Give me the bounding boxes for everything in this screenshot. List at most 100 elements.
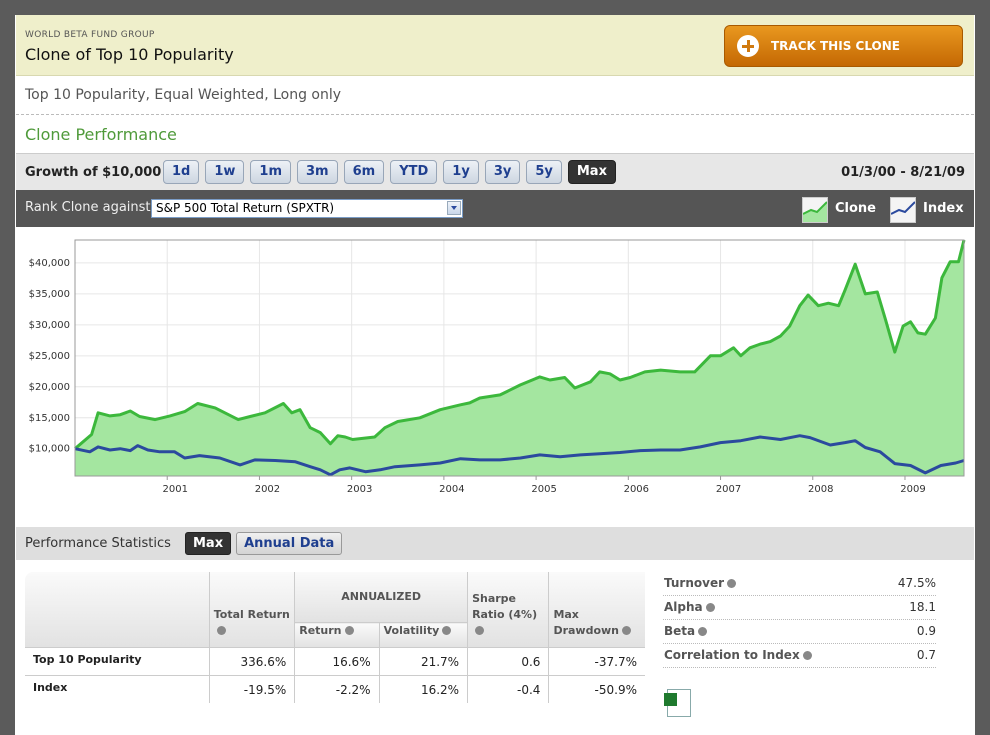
page-title: Clone of Top 10 Popularity xyxy=(25,45,234,64)
y-tick-label: $35,000 xyxy=(29,289,70,300)
help-icon xyxy=(344,626,354,635)
table-cell: 16.6% xyxy=(294,647,380,676)
legend-swatch xyxy=(803,201,827,222)
y-tick-label: $10,000 xyxy=(29,444,70,455)
metric-row: Correlation to Index 0.7 xyxy=(663,644,936,668)
header-cell: Return xyxy=(294,622,380,648)
column-header: Sharpe Ratio (4%) xyxy=(472,592,538,621)
table-cell: -19.5% xyxy=(208,675,295,703)
area-fill xyxy=(75,240,964,476)
chart: $10,000 $15,000 $20,000 $25,000 $30,000 $35,0… xyxy=(29,239,966,495)
metric-value: 0.9 xyxy=(916,624,936,638)
metric-name: Beta xyxy=(664,624,696,638)
date-range: 01/3/00 - 8/21/09 xyxy=(841,165,965,180)
help-icon xyxy=(216,626,226,635)
table-cell: 336.6% xyxy=(208,647,295,676)
org-name: WORLD BETA FUND GROUP xyxy=(25,30,155,40)
metric-value: 47.5% xyxy=(897,576,936,590)
table-cell: 21.7% xyxy=(378,647,468,676)
row-name: Index xyxy=(25,675,210,703)
table-row: Top 10 Popularity 336.6% 16.6% 21.7% 0.6 -37.… xyxy=(25,647,645,676)
table-cell: -0.4 xyxy=(467,675,549,703)
metric-name: Alpha xyxy=(664,600,703,614)
y-tick-label: $30,000 xyxy=(29,320,70,331)
stats-tabs: Max Annual Data xyxy=(185,532,343,555)
range-button[interactable]: 1y xyxy=(443,160,479,184)
metric-label: Alpha xyxy=(664,600,715,614)
column-header: Max Drawdown xyxy=(553,608,620,637)
table-cell: -50.9% xyxy=(548,675,645,703)
select-arrow xyxy=(447,201,461,215)
y-tick-label: $15,000 xyxy=(29,413,70,424)
range-button[interactable]: Max xyxy=(567,160,616,184)
y-tick-label: $20,000 xyxy=(29,382,70,393)
description: Top 10 Popularity, Equal Weighted, Long … xyxy=(25,87,342,103)
header-cell: Sharpe Ratio (4%) xyxy=(467,572,549,648)
legend-swatch xyxy=(891,201,915,215)
track-button[interactable]: TRACK THIS CLONE xyxy=(724,25,963,67)
row-name: Top 10 Popularity xyxy=(25,647,210,676)
swatch-line xyxy=(803,201,827,215)
range-button[interactable]: 1m xyxy=(250,160,292,184)
help-icon xyxy=(698,627,708,636)
range-button[interactable]: 5y xyxy=(526,160,562,184)
table-cell: 0.6 xyxy=(467,647,549,676)
table-cell: 16.2% xyxy=(378,675,468,703)
help-icon xyxy=(727,579,736,588)
range-button[interactable]: 3m xyxy=(297,160,338,184)
range-button[interactable]: 3y xyxy=(484,160,521,184)
series-line xyxy=(74,434,965,477)
x-tick-label: 2008 xyxy=(808,484,833,495)
range-buttons: 1d 1w 1m 3m 6m YTD 1y 3y 5y Max xyxy=(163,160,616,184)
metric-value: 18.1 xyxy=(909,600,936,614)
x-tick-label: 2004 xyxy=(439,484,464,495)
metric-name: Correlation to Index xyxy=(664,648,800,662)
metric-label: Turnover xyxy=(664,576,736,590)
metric-name: Turnover xyxy=(664,576,724,590)
x-tick-label: 2002 xyxy=(255,484,280,495)
help-icon xyxy=(705,603,715,612)
header-row: Total Return ANNUALIZED Sharpe Ratio (4%) M… xyxy=(25,572,645,648)
x-tick-label: 2009 xyxy=(900,484,925,495)
help-icon xyxy=(475,626,485,635)
metric-row: Beta 0.9 xyxy=(663,620,936,644)
x-tick-label: 2005 xyxy=(531,484,556,495)
select-value: S&P 500 Total Return (SPXTR) xyxy=(156,201,335,215)
range-button[interactable]: 1w xyxy=(205,160,245,184)
stats-title: Performance Statistics xyxy=(25,536,171,551)
swatch-line xyxy=(891,201,915,215)
range-button[interactable]: YTD xyxy=(390,160,438,184)
metric-row: Alpha 18.1 xyxy=(663,596,936,620)
x-tick-label: 2006 xyxy=(624,484,649,495)
column-header: Volatility xyxy=(383,624,440,637)
metric-label: Correlation to Index xyxy=(664,648,812,662)
range-button[interactable]: 6m xyxy=(343,160,385,184)
legend-icon xyxy=(802,197,828,223)
range-button[interactable]: 1d xyxy=(163,160,200,184)
table-row: Index -19.5% -2.2% 16.2% -0.4 -50.9% xyxy=(25,675,645,703)
legend-label: Clone xyxy=(835,201,876,216)
legend-icon xyxy=(890,197,916,223)
header-cell: Max Drawdown xyxy=(548,572,645,648)
header-cell: Volatility xyxy=(378,622,468,648)
legend-label: Index xyxy=(923,201,964,216)
separator xyxy=(16,114,974,115)
series-line xyxy=(74,239,966,450)
stats-tab[interactable]: Max xyxy=(185,532,232,555)
header-cell xyxy=(25,572,210,648)
stats-bar xyxy=(16,527,974,560)
column-header: Total Return xyxy=(213,608,290,621)
stats-tab[interactable]: Annual Data xyxy=(236,532,343,555)
metrics: Turnover 47.5% Alpha 18.1 Beta 0.9 Correlation… xyxy=(663,572,936,668)
table-cell: -37.7% xyxy=(548,647,645,676)
excel-icon xyxy=(664,689,691,717)
plot-border xyxy=(74,239,965,477)
stats-table: Total Return ANNUALIZED Sharpe Ratio (4%) M… xyxy=(25,572,645,703)
index-select[interactable]: S&P 500 Total Return (SPXTR) xyxy=(151,199,463,218)
metric-value: 0.7 xyxy=(916,648,936,662)
help-icon xyxy=(622,626,632,635)
toolbar-label: Growth of $10,000 xyxy=(25,165,162,180)
header-row: Return Volatility xyxy=(25,622,645,648)
metric-label: Beta xyxy=(664,624,708,638)
button-label: TRACK THIS CLONE xyxy=(771,39,900,53)
